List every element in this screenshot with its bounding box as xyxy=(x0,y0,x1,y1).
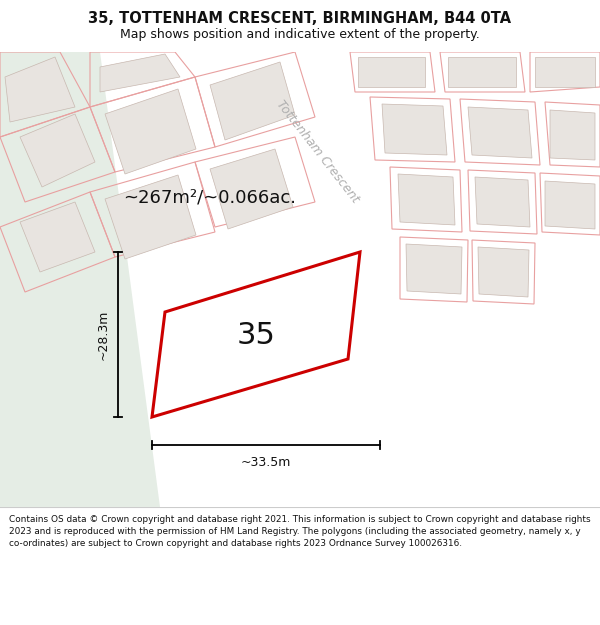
Polygon shape xyxy=(550,110,595,160)
Polygon shape xyxy=(382,104,447,155)
Polygon shape xyxy=(468,107,532,158)
Polygon shape xyxy=(20,114,95,187)
Polygon shape xyxy=(535,57,595,87)
Polygon shape xyxy=(406,244,462,294)
Text: Map shows position and indicative extent of the property.: Map shows position and indicative extent… xyxy=(120,28,480,41)
Polygon shape xyxy=(398,174,455,225)
Text: 35, TOTTENHAM CRESCENT, BIRMINGHAM, B44 0TA: 35, TOTTENHAM CRESCENT, BIRMINGHAM, B44 … xyxy=(88,11,512,26)
Polygon shape xyxy=(295,52,600,287)
Polygon shape xyxy=(0,52,160,507)
Polygon shape xyxy=(152,252,360,417)
Polygon shape xyxy=(358,57,425,87)
Text: 35: 35 xyxy=(237,321,275,349)
Polygon shape xyxy=(105,175,196,259)
Text: ~267m²/~0.066ac.: ~267m²/~0.066ac. xyxy=(124,188,296,206)
Text: Tottenham Crescent: Tottenham Crescent xyxy=(274,98,362,206)
Polygon shape xyxy=(5,57,75,122)
Polygon shape xyxy=(105,89,196,174)
Text: ~33.5m: ~33.5m xyxy=(241,456,291,469)
Text: ~28.3m: ~28.3m xyxy=(97,309,110,359)
Polygon shape xyxy=(210,149,293,229)
Text: Contains OS data © Crown copyright and database right 2021. This information is : Contains OS data © Crown copyright and d… xyxy=(9,515,590,548)
Polygon shape xyxy=(210,62,295,140)
Polygon shape xyxy=(545,181,595,229)
Polygon shape xyxy=(448,57,516,87)
Polygon shape xyxy=(100,54,180,92)
Polygon shape xyxy=(475,177,530,227)
Polygon shape xyxy=(478,247,529,297)
Polygon shape xyxy=(20,202,95,272)
